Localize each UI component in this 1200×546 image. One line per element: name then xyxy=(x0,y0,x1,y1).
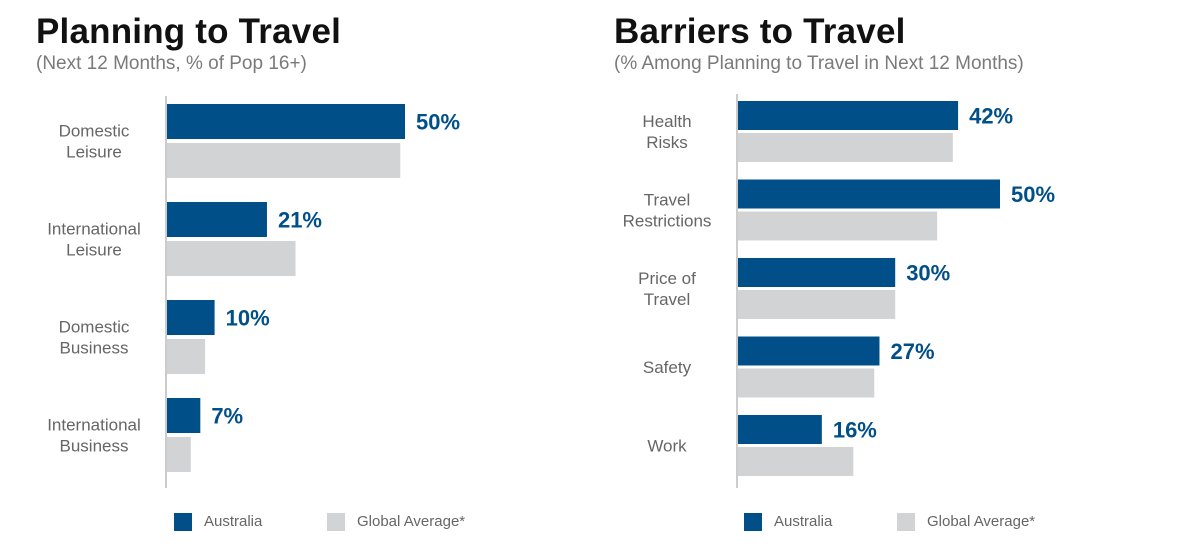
category-label-domestic-business-line1: Domestic xyxy=(59,318,130,337)
bar-global-average-international-leisure xyxy=(167,241,296,276)
bar-global-average-domestic-business xyxy=(167,339,206,374)
category-label-domestic-leisure-line1: Domestic xyxy=(59,122,130,141)
legend-swatch-global-average xyxy=(897,513,915,531)
bar-australia-international-leisure xyxy=(167,202,267,237)
category-label-work: Work xyxy=(647,437,687,456)
chart-title: Planning to Travel xyxy=(36,12,342,51)
category-label-price-of-travel-line1: Price of xyxy=(638,269,696,288)
bar-global-average-price-of-travel xyxy=(738,290,896,319)
bar-global-average-domestic-leisure xyxy=(167,143,401,178)
legend-label-global-average: Global Average* xyxy=(357,513,466,530)
planning-to-travel-panel: Planning to Travel (Next 12 Months, % of… xyxy=(36,12,466,531)
value-label-international-leisure: 21% xyxy=(278,208,322,233)
category-label-international-business-line1: International xyxy=(47,416,141,435)
value-label-domestic-leisure: 50% xyxy=(416,110,460,135)
bar-australia-work xyxy=(738,415,822,444)
bar-global-average-health-risks xyxy=(738,133,953,162)
category-label-international-leisure-line1: International xyxy=(47,220,141,239)
legend-label-global-average: Global Average* xyxy=(927,513,1036,530)
bar-australia-domestic-leisure xyxy=(167,104,405,139)
category-label-health-risks-line2: Risks xyxy=(646,133,688,152)
value-label-travel-restrictions: 50% xyxy=(1011,182,1055,207)
value-label-international-business: 7% xyxy=(211,404,243,429)
legend-swatch-australia xyxy=(744,513,762,531)
bar-australia-price-of-travel xyxy=(738,258,896,287)
category-label-travel-restrictions-line1: Travel xyxy=(644,191,691,210)
bar-australia-domestic-business xyxy=(167,300,215,335)
category-label-domestic-business-line2: Business xyxy=(60,339,129,358)
bar-australia-travel-restrictions xyxy=(738,179,1000,209)
bar-australia-health-risks xyxy=(738,101,959,130)
category-label-international-leisure-line2: Leisure xyxy=(66,241,122,260)
planning-to-travel-chart: 50% Domestic Leisure 21% International Leisur… xyxy=(47,96,460,488)
category-label-travel-restrictions-line2: Restrictions xyxy=(623,212,712,231)
legend-swatch-global-average xyxy=(327,513,345,531)
bar-global-average-safety xyxy=(738,368,875,398)
value-label-work: 16% xyxy=(833,418,877,443)
bar-global-average-international-business xyxy=(167,437,191,472)
bar-global-average-travel-restrictions xyxy=(738,211,938,241)
barriers-to-travel-panel: Barriers to Travel (% Among Planning to … xyxy=(600,0,1200,546)
category-label-price-of-travel-line2: Travel xyxy=(644,290,691,309)
value-label-health-risks: 42% xyxy=(969,104,1013,129)
chart-title: Barriers to Travel xyxy=(614,12,906,51)
legend-swatch-australia xyxy=(174,513,192,531)
value-label-price-of-travel: 30% xyxy=(906,261,950,286)
bar-australia-international-business xyxy=(167,398,201,433)
barriers-to-travel-chart: 42% Health Risks 50% Travel Restrictions 30% Pr… xyxy=(623,94,1055,488)
category-label-domestic-leisure-line2: Leisure xyxy=(66,143,122,162)
category-label-international-business-line2: Business xyxy=(60,437,129,456)
chart-subtitle: (% Among Planning to Travel in Next 12 M… xyxy=(614,53,1024,74)
category-label-safety: Safety xyxy=(643,358,692,377)
legend-label-australia: Australia xyxy=(774,513,833,530)
value-label-safety: 27% xyxy=(890,339,934,364)
bar-australia-safety xyxy=(738,336,880,366)
legend-label-australia: Australia xyxy=(204,513,263,530)
category-label-health-risks-line1: Health xyxy=(642,112,691,131)
bar-global-average-work xyxy=(738,447,854,476)
chart-subtitle: (Next 12 Months, % of Pop 16+) xyxy=(36,53,307,74)
value-label-domestic-business: 10% xyxy=(226,306,270,331)
